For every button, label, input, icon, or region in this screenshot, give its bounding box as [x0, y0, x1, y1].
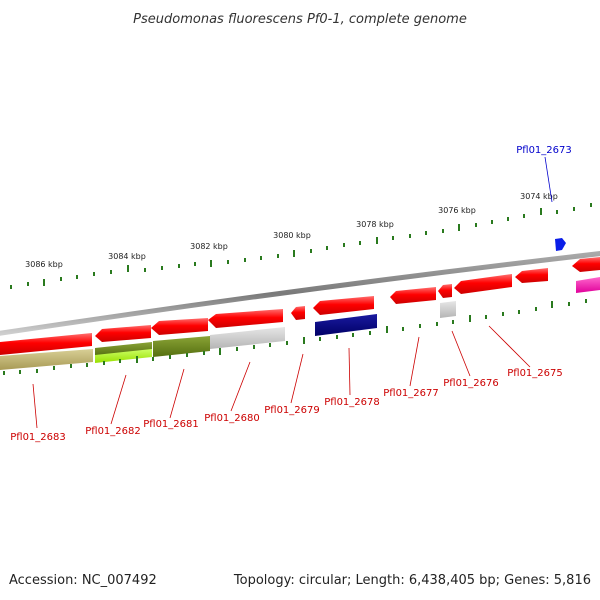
gene-label-Pfl01_2677[interactable]: Pfl01_2677 — [383, 388, 439, 399]
major-tick — [127, 265, 129, 272]
major-tick — [469, 315, 471, 322]
major-tick — [136, 356, 138, 363]
major-tick — [43, 279, 45, 286]
cog-color-track — [0, 277, 600, 370]
outer-tick-ring — [10, 203, 592, 289]
gene-arrow-Pfl01_2682[interactable] — [95, 325, 151, 342]
gene-Pfl01_2673[interactable] — [555, 238, 566, 251]
cog-block — [315, 314, 377, 336]
major-tick — [551, 301, 553, 308]
gene-arrow-Pfl01_2681[interactable] — [151, 318, 208, 335]
gene-labels: Pfl01_2683 Pfl01_2682 Pfl01_2681 Pfl01_2… — [10, 368, 563, 443]
cog-block — [576, 277, 600, 293]
gene-arrow-Pfl01_2677[interactable] — [390, 287, 436, 304]
gene-label-Pfl01_2675[interactable]: Pfl01_2675 — [507, 368, 563, 379]
major-tick — [458, 224, 460, 231]
cog-block — [95, 349, 152, 363]
gene-arrow-Pfl01_2680[interactable] — [208, 309, 283, 328]
kbp-label: 3078 kbp — [356, 220, 394, 229]
map-title: Pseudomonas fluorescens Pf0-1, complete … — [133, 12, 467, 27]
kbp-label: 3084 kbp — [108, 252, 146, 261]
kbp-label: 3086 kbp — [25, 260, 63, 269]
major-tick — [386, 326, 388, 333]
genome-backbone — [0, 251, 600, 336]
kbp-label: 3080 kbp — [273, 231, 311, 240]
gene-label-Pfl01_2678[interactable]: Pfl01_2678 — [324, 397, 380, 408]
kbp-label: 3074 kbp — [520, 192, 558, 201]
gene-label-Pfl01_2682[interactable]: Pfl01_2682 — [85, 426, 141, 437]
cog-block — [95, 342, 152, 356]
major-tick — [303, 337, 305, 344]
kbp-label: 3082 kbp — [190, 242, 228, 251]
major-tick — [293, 250, 295, 257]
cog-block — [210, 327, 285, 349]
gene-label-Pfl01_2681[interactable]: Pfl01_2681 — [143, 419, 199, 430]
gene-label-Pfl01_2680[interactable]: Pfl01_2680 — [204, 413, 260, 424]
gene-arrow-Pfl01_2674[interactable] — [515, 268, 548, 283]
kbp-label: 3076 kbp — [438, 206, 476, 215]
major-tick — [540, 208, 542, 215]
gene-arrow-Pfl01_2679[interactable] — [291, 306, 305, 320]
cog-block — [440, 301, 456, 318]
kbp-scale-labels: 3086 kbp 3084 kbp 3082 kbp 3080 kbp 3078… — [25, 192, 558, 269]
gene-arrows — [0, 257, 600, 355]
gene-label-Pfl01_2676[interactable]: Pfl01_2676 — [443, 378, 499, 389]
label-leader — [544, 156, 553, 203]
gene-arrow-Pfl01_2675[interactable] — [454, 274, 512, 294]
gene-arrow-Pfl01_2676[interactable] — [438, 284, 452, 298]
gene-arrow-Pfl01_2678[interactable] — [313, 296, 374, 315]
gene-arrow-edge[interactable] — [572, 257, 600, 272]
inner-tick-ring — [3, 299, 587, 375]
gene-arrow-Pfl01_2683[interactable] — [0, 333, 92, 355]
gene-label-Pfl01_2673[interactable]: Pfl01_2673 — [516, 145, 572, 156]
accession-text: Accession: NC_007492 — [9, 573, 157, 588]
major-tick — [210, 260, 212, 267]
major-tick — [219, 348, 221, 355]
gene-label-Pfl01_2679[interactable]: Pfl01_2679 — [264, 405, 320, 416]
gene-label-Pfl01_2683[interactable]: Pfl01_2683 — [10, 432, 66, 443]
cog-block — [153, 336, 210, 357]
cog-block — [0, 349, 93, 370]
topology-text: Topology: circular; Length: 6,438,405 bp… — [233, 573, 591, 588]
label-leaders — [32, 325, 531, 429]
major-tick — [376, 237, 378, 244]
